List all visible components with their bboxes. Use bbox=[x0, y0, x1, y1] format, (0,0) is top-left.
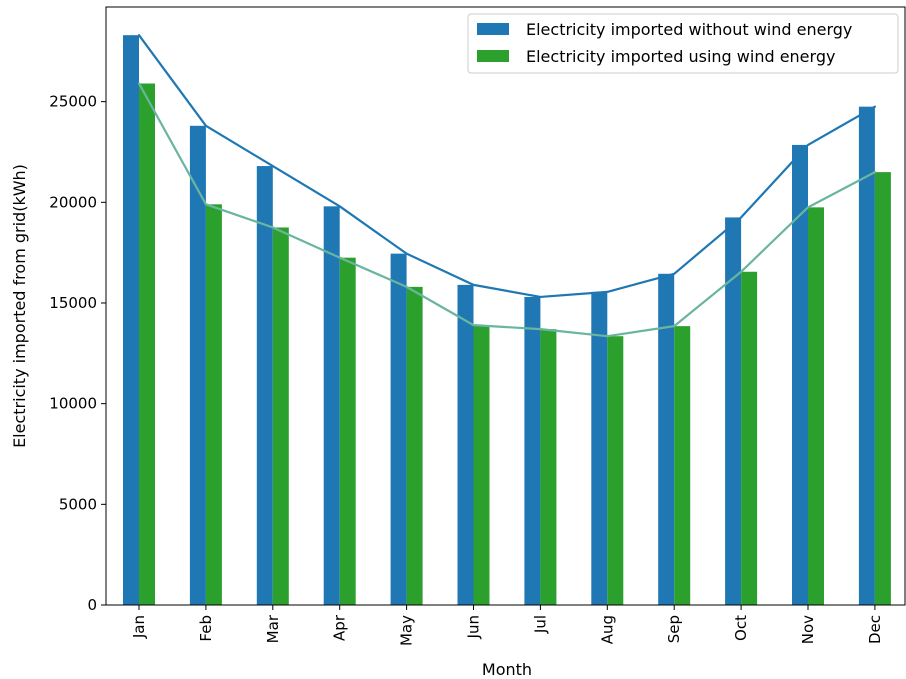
bar-without-wind-may bbox=[390, 253, 407, 605]
x-tick-label-mar: Mar bbox=[264, 614, 282, 643]
bar-with-wind-sep bbox=[674, 326, 691, 605]
legend-swatch-without-wind bbox=[477, 23, 509, 35]
y-tick-label: 0 bbox=[87, 596, 97, 614]
x-axis-title: Month bbox=[482, 660, 532, 679]
bar-without-wind-jun bbox=[457, 284, 474, 605]
bar-without-wind-jan bbox=[123, 35, 139, 606]
x-tick-label-dec: Dec bbox=[866, 615, 884, 644]
trend-line-with-wind bbox=[137, 82, 877, 338]
y-axis: 0 5000 10000 15000 20000 25000 bbox=[49, 93, 106, 614]
legend-label-without-wind: Electricity imported without wind energy bbox=[526, 20, 852, 39]
bar-without-wind-oct bbox=[725, 217, 742, 605]
bar-with-wind-apr bbox=[339, 257, 356, 605]
bar-without-wind-aug bbox=[591, 291, 608, 605]
x-tick-label-nov: Nov bbox=[799, 615, 817, 644]
bar-without-wind-dec bbox=[858, 106, 875, 606]
x-tick-label-may: May bbox=[398, 615, 416, 646]
x-tick-label-sep: Sep bbox=[665, 615, 683, 643]
bar-with-wind-jan bbox=[139, 83, 155, 606]
x-tick-label-feb: Feb bbox=[197, 615, 215, 642]
bar-with-wind-mar bbox=[272, 227, 289, 606]
x-tick-label-jun: Jun bbox=[465, 615, 483, 639]
bar-without-wind-jul bbox=[524, 296, 541, 605]
y-axis-title: Electricity imported from grid(kWh) bbox=[10, 164, 29, 448]
bar-without-wind-feb bbox=[189, 125, 206, 605]
bar-with-wind-oct bbox=[741, 271, 758, 605]
x-tick-label-aug: Aug bbox=[598, 615, 616, 644]
bar-with-wind-dec bbox=[874, 172, 891, 605]
trend-line-without-wind bbox=[137, 34, 877, 299]
x-tick-label-jul: Jul bbox=[531, 615, 549, 634]
x-axis: Jan Feb Mar Apr May Jun Jul Aug Sep Oct Nov Dec bbox=[130, 605, 884, 646]
bar-without-wind-mar bbox=[256, 166, 273, 606]
x-tick-label-apr: Apr bbox=[331, 614, 349, 641]
x-tick-label-oct: Oct bbox=[732, 615, 750, 641]
legend-frame bbox=[467, 13, 899, 74]
plot-frame bbox=[105, 6, 906, 606]
bar-with-wind-jun bbox=[473, 325, 490, 605]
bar-without-wind-apr bbox=[323, 206, 340, 606]
y-tick-label: 5000 bbox=[59, 495, 97, 513]
x-tick-label-jan: Jan bbox=[130, 615, 148, 639]
bar-with-wind-jul bbox=[540, 329, 557, 605]
bar-with-wind-nov bbox=[808, 207, 824, 605]
y-tick-label: 20000 bbox=[49, 193, 97, 211]
legend-swatch-with-wind bbox=[477, 50, 509, 62]
legend-label-with-wind: Electricity imported using wind energy bbox=[526, 47, 835, 66]
bar-without-wind-sep bbox=[658, 273, 675, 605]
y-tick-label: 15000 bbox=[49, 294, 97, 312]
y-tick-label: 10000 bbox=[49, 395, 97, 413]
legend: Electricity imported without wind energy… bbox=[467, 13, 899, 74]
bars-layer bbox=[123, 35, 891, 606]
bar-without-wind-nov bbox=[792, 144, 808, 606]
trend-lines-layer bbox=[137, 34, 877, 338]
bar-with-wind-feb bbox=[205, 204, 222, 605]
y-tick-label: 25000 bbox=[49, 93, 97, 111]
bar-with-wind-may bbox=[406, 286, 423, 605]
bar-with-wind-aug bbox=[607, 336, 624, 605]
